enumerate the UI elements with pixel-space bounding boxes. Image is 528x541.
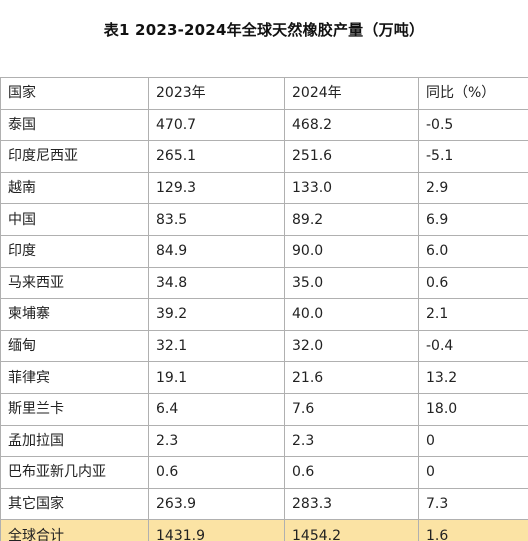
cell-yoy: 18.0 [418,392,528,426]
cell-yoy: 2.1 [418,298,528,331]
header-2024: 2024年 [284,77,419,110]
cell-2024: 2.3 [284,424,419,458]
cell-2023: 39.2 [148,298,285,331]
cell-2024: 35.0 [284,266,419,300]
cell-country: 菲律宾 [0,361,149,394]
cell-2023: 265.1 [148,140,285,173]
cell-2023: 470.7 [148,108,285,142]
cell-country: 马来西亚 [0,266,149,300]
cell-2024: 90.0 [284,234,419,268]
cell-2023: 19.1 [148,361,285,394]
table-body: 国家 2023年 2024年 同比（%） 泰国 470.7 468.2 -0.5 印度尼… [0,77,528,541]
cell-yoy: 0 [418,424,528,458]
cell-2024: 21.6 [284,361,419,394]
cell-country: 中国 [0,203,149,236]
cell-yoy: 0.6 [418,266,528,300]
cell-2024: 40.0 [284,298,419,331]
cell-2024: 0.6 [284,456,419,489]
header-2023: 2023年 [148,77,285,110]
table-row: 泰国 470.7 468.2 -0.5 [0,108,528,142]
cell-2023: 83.5 [148,203,285,236]
table-row: 柬埔寨 39.2 40.0 2.1 [0,298,528,331]
cell-2023: 2.3 [148,424,285,458]
cell-country: 柬埔寨 [0,298,149,331]
rubber-production-table: 国家 2023年 2024年 同比（%） 泰国 470.7 468.2 -0.5 印度尼… [0,77,528,541]
table-row: 印度尼西亚 265.1 251.6 -5.1 [0,140,528,173]
cell-country: 其它国家 [0,487,149,521]
total-cell-2023: 1431.9 [148,519,285,541]
cell-country: 孟加拉国 [0,424,149,458]
total-row: 全球合计 1431.9 1454.2 1.6 [0,519,528,541]
cell-yoy: 6.9 [418,203,528,236]
total-cell-2024: 1454.2 [284,519,419,541]
cell-yoy: 6.0 [418,234,528,268]
total-cell-yoy: 1.6 [418,519,528,541]
cell-2024: 283.3 [284,487,419,521]
cell-yoy: 0 [418,456,528,489]
header-country: 国家 [0,77,149,110]
cell-2023: 263.9 [148,487,285,521]
cell-2023: 6.4 [148,392,285,426]
table-row: 菲律宾 19.1 21.6 13.2 [0,361,528,394]
total-cell-country: 全球合计 [0,519,149,541]
cell-yoy: -0.4 [418,329,528,363]
cell-2023: 32.1 [148,329,285,363]
cell-2023: 84.9 [148,234,285,268]
cell-2024: 133.0 [284,171,419,205]
table-row: 印度 84.9 90.0 6.0 [0,234,528,268]
cell-yoy: 7.3 [418,487,528,521]
cell-2023: 34.8 [148,266,285,300]
cell-country: 印度尼西亚 [0,140,149,173]
table-row: 中国 83.5 89.2 6.9 [0,203,528,236]
table-row: 斯里兰卡 6.4 7.6 18.0 [0,392,528,426]
header-yoy: 同比（%） [418,77,528,110]
cell-2023: 129.3 [148,171,285,205]
cell-country: 印度 [0,234,149,268]
header-row: 国家 2023年 2024年 同比（%） [0,77,528,110]
cell-yoy: -5.1 [418,140,528,173]
cell-2024: 251.6 [284,140,419,173]
cell-2024: 7.6 [284,392,419,426]
cell-yoy: 2.9 [418,171,528,205]
table-row: 巴布亚新几内亚 0.6 0.6 0 [0,456,528,489]
cell-country: 越南 [0,171,149,205]
cell-2023: 0.6 [148,456,285,489]
cell-yoy: 13.2 [418,361,528,394]
table-row: 缅甸 32.1 32.0 -0.4 [0,329,528,363]
cell-2024: 89.2 [284,203,419,236]
table-row: 马来西亚 34.8 35.0 0.6 [0,266,528,300]
cell-country: 巴布亚新几内亚 [0,456,149,489]
cell-country: 斯里兰卡 [0,392,149,426]
cell-yoy: -0.5 [418,108,528,142]
table-title: 表1 2023-2024年全球天然橡胶产量（万吨） [103,21,425,39]
table-row: 孟加拉国 2.3 2.3 0 [0,424,528,458]
cell-2024: 32.0 [284,329,419,363]
table-row: 越南 129.3 133.0 2.9 [0,171,528,205]
cell-country: 缅甸 [0,329,149,363]
table-row: 其它国家 263.9 283.3 7.3 [0,487,528,521]
cell-country: 泰国 [0,108,149,142]
cell-2024: 468.2 [284,108,419,142]
